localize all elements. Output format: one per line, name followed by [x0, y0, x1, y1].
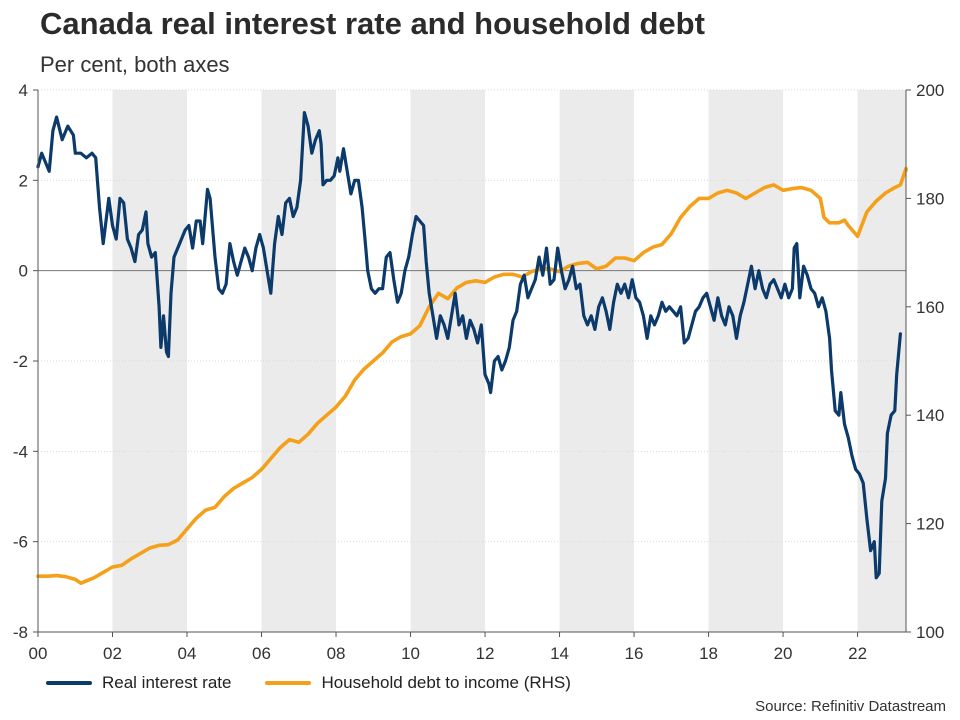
left-tick-label-6: -8: [13, 623, 28, 642]
right-tick-label-3: 140: [916, 406, 944, 425]
x-tick-label-10: 20: [774, 644, 793, 663]
x-tick-label-3: 06: [252, 644, 271, 663]
left-tick-label-4: -4: [13, 442, 28, 461]
x-tick-label-2: 04: [178, 644, 197, 663]
legend-label-household-debt: Household debt to income (RHS): [321, 673, 571, 692]
x-tick-label-4: 08: [327, 644, 346, 663]
chart-title: Canada real interest rate and household …: [40, 6, 705, 41]
source-note: Source: Refinitiv Datastream: [755, 698, 946, 715]
left-tick-label-2: 0: [19, 262, 28, 281]
x-tick-label-9: 18: [699, 644, 718, 663]
right-tick-label-1: 180: [916, 189, 944, 208]
x-tick-label-0: 00: [29, 644, 48, 663]
left-axis-ticks: 4 2 0 -2 -4 -6 -8: [13, 81, 38, 642]
right-tick-label-5: 100: [916, 623, 944, 642]
x-tick-label-7: 14: [550, 644, 569, 663]
x-tick-label-11: 22: [848, 644, 867, 663]
series-line-household-debt: [36, 166, 908, 586]
legend-item-household-debt: Household debt to income (RHS): [265, 673, 571, 693]
x-tick-label-1: 02: [103, 644, 122, 663]
series-line-real-rate: [36, 110, 903, 580]
x-axis-ticks: 00 02 04 06 08 10 12 14 16 18 20 22: [29, 632, 867, 663]
left-tick-label-0: 4: [19, 81, 28, 100]
left-tick-label-3: -2: [13, 352, 28, 371]
right-tick-label-2: 160: [916, 298, 944, 317]
legend-label-real-rate: Real interest rate: [102, 673, 232, 692]
left-tick-label-5: -6: [13, 533, 28, 552]
legend-swatch-household-debt: [265, 681, 312, 685]
series-layer: [36, 110, 908, 586]
legend-item-real-rate: Real interest rate: [46, 673, 231, 693]
chart-subtitle: Per cent, both axes: [40, 52, 230, 77]
x-tick-label-8: 16: [625, 644, 644, 663]
left-tick-label-1: 2: [19, 171, 28, 190]
x-tick-label-5: 10: [401, 644, 420, 663]
right-axis-ticks: 200 180 160 140 120 100: [906, 81, 944, 642]
right-tick-label-0: 200: [916, 81, 944, 100]
legend: Real interest rate Household debt to inc…: [46, 673, 605, 693]
x-tick-label-6: 12: [476, 644, 495, 663]
legend-swatch-real-rate: [46, 681, 92, 685]
right-tick-label-4: 120: [916, 515, 944, 534]
